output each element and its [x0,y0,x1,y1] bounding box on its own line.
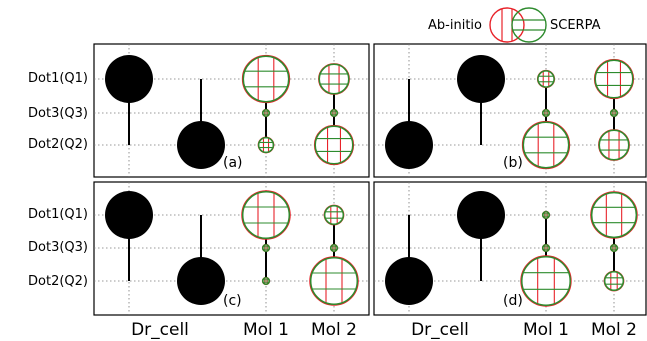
mol2-dot2-charge [603,270,625,292]
x-axis-right: Dr_cell Mol 1 Mol 2 [411,320,637,340]
mol2-dot2-charge [313,124,355,166]
mol1-dot2-charge-scerpa-ring [261,276,271,286]
mol2-dot1-charge-scerpa-ring [323,204,345,226]
y-label-dot1-top: Dot1(Q1) [28,71,88,86]
driver-right-charge [457,55,505,103]
driver-left-charge [385,257,433,305]
mol2-dot2-charge [598,129,630,161]
mol1-dot1-charge [536,69,556,89]
mol2-dot2-charge-scerpa-ring [603,270,625,292]
legend: Ab-initio SCERPA [428,7,601,43]
mol1-dot3-charge-scerpa-ring [261,108,271,118]
mol1-dot1-charge [241,190,291,240]
mol1-dot3-charge [261,108,271,118]
mol2-dot3-charge-scerpa-ring [609,108,619,118]
mol2-dot1-charge-scerpa-ring [594,59,634,99]
x-label-mol2-right: Mol 2 [591,320,637,340]
y-label-dot1-bottom: Dot1(Q1) [28,207,88,222]
mol2-dot3-charge [329,108,339,118]
mol2-dot3-charge [609,108,619,118]
mol2-dot3-charge-scerpa-ring [609,243,619,253]
mol1-dot3-charge [541,243,551,253]
driver-right-charge [457,191,505,239]
x-label-dr-cell-left: Dr_cell [131,320,189,340]
mol1-dot1-charge [241,54,291,104]
y-label-dot2-bottom: Dot2(Q2) [28,274,88,289]
mol2-dot2-charge [309,256,359,306]
mol1-dot2-charge [521,120,571,170]
mol1-dot1-charge-scerpa-ring [242,55,290,103]
panel-tag: (a) [223,155,243,171]
panel-a: (a) [93,43,370,178]
mol1-dot2-charge [261,276,271,286]
driver-left-charge [105,191,153,239]
mol2-dot2-charge-scerpa-ring [314,125,354,165]
mol1-dot3-charge-scerpa-ring [541,108,551,118]
y-label-dot2-top: Dot2(Q2) [28,137,88,152]
mol2-dot3-charge [609,243,619,253]
x-label-mol2-left: Mol 2 [311,320,357,340]
driver-left-charge [105,55,153,103]
y-label-dot3-bottom: Dot3(Q3) [28,240,88,255]
mol2-dot1-charge-scerpa-ring [590,191,638,239]
mol1-dot2-charge-scerpa-ring [257,136,275,154]
x-label-mol1-right: Mol 1 [523,320,569,340]
panel-tag: (d) [503,293,523,309]
mol2-dot1-charge [593,58,635,100]
mol1-dot1-charge [541,210,551,220]
legend-scerpa-label: SCERPA [550,18,601,33]
panel-b: (b) [373,43,647,178]
panel-d: (d) [373,181,647,316]
mol2-dot1-charge [590,191,638,239]
driver-right-charge [177,121,225,169]
legend-ab-initio-label: Ab-initio [428,18,482,33]
mol1-dot2-charge [257,136,275,154]
panel-tag: (c) [223,293,242,309]
mol2-dot1-charge [318,63,350,95]
mol1-dot1-charge-scerpa-ring [537,70,555,88]
mol1-dot3-charge-scerpa-ring [261,243,271,253]
mol1-dot1-charge-scerpa-ring [241,190,291,240]
mol2-dot3-charge [329,243,339,253]
mol1-dot1-charge-scerpa-ring [541,210,551,220]
driver-left-charge [385,121,433,169]
mol1-dot3-charge [541,108,551,118]
mol2-dot1-charge [323,204,345,226]
mol1-dot2-charge-scerpa-ring [521,256,571,306]
mol2-dot1-charge-scerpa-ring [318,63,350,95]
mol1-dot3-charge-scerpa-ring [541,243,551,253]
mol2-dot3-charge-scerpa-ring [329,243,339,253]
driver-right-charge [177,257,225,305]
panel-c: (c) [93,181,370,316]
mol2-dot2-charge-scerpa-ring [309,256,359,306]
panel-tag: (b) [503,155,523,171]
mol1-dot2-charge [520,255,572,307]
mol2-dot3-charge-scerpa-ring [329,108,339,118]
mol1-dot3-charge [261,243,271,253]
x-label-mol1-left: Mol 1 [243,320,289,340]
y-label-dot3-top: Dot3(Q3) [28,106,88,121]
mol2-dot2-charge-scerpa-ring [598,129,630,161]
y-axis-bottom: Dot1(Q1) Dot3(Q3) Dot2(Q2) [28,207,88,289]
legend-scerpa-symbol [511,7,547,43]
x-axis-left: Dr_cell Mol 1 Mol 2 [131,320,357,340]
y-axis-top: Dot1(Q1) Dot3(Q3) Dot2(Q2) [28,71,88,152]
x-label-dr-cell-right: Dr_cell [411,320,469,340]
mol1-dot2-charge-scerpa-ring [522,121,570,169]
